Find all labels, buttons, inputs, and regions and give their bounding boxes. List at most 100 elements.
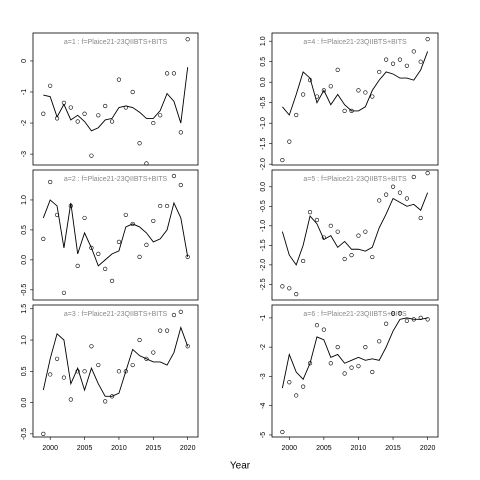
observation-point: [384, 192, 389, 197]
observation-point: [151, 120, 156, 126]
x-tick-label: 2020: [420, 445, 436, 452]
observation-point: [377, 69, 382, 75]
x-tick-label: 2000: [42, 445, 58, 452]
observation-point: [418, 215, 423, 221]
observation-point: [130, 89, 135, 95]
observation-point: [109, 278, 115, 283]
observation-point: [41, 111, 46, 116]
observation-point: [54, 116, 60, 121]
observation-point: [82, 369, 87, 374]
observation-point: [61, 100, 67, 105]
panel-title: a=1 : f=Plaice21-23QIIBTS+BITS: [64, 39, 168, 46]
observation-point: [418, 315, 423, 320]
y-tick-label: -3: [21, 151, 28, 157]
observation-point: [178, 182, 183, 188]
panel-frame: [32, 304, 199, 438]
observation-point: [363, 90, 368, 95]
observation-point: [356, 88, 361, 93]
observation-point: [158, 203, 163, 209]
y-tick-label: 1.0: [21, 335, 28, 345]
x-tick-label: 2010: [111, 445, 127, 452]
observation-point: [164, 203, 170, 209]
observation-point: [68, 203, 73, 209]
observation-point: [301, 384, 306, 389]
y-tick-label: 0.0: [260, 77, 267, 87]
observation-point: [48, 372, 53, 377]
y-tick-label: 0.0: [21, 398, 28, 408]
observation-point: [301, 258, 306, 264]
observation-point: [370, 94, 375, 99]
x-tick-label: 2015: [146, 445, 162, 452]
observation-point: [41, 236, 46, 241]
y-tick-label: 0.0: [21, 255, 28, 265]
y-tick-label: -1.5: [260, 138, 267, 150]
observation-point: [280, 284, 285, 289]
observation-point: [178, 130, 183, 135]
observation-point: [116, 239, 122, 244]
observation-point: [349, 253, 354, 258]
y-tick-label: -1: [21, 89, 28, 95]
observation-point: [68, 105, 73, 110]
observation-point: [54, 212, 60, 218]
y-tick-label: -1: [260, 315, 267, 321]
fit-line: [42, 326, 189, 397]
x-tick-label: 2020: [180, 445, 196, 452]
observation-point: [144, 161, 149, 166]
observation-point: [349, 108, 354, 113]
observation-point: [321, 235, 326, 240]
x-tick-label: 2015: [385, 445, 401, 452]
y-tick-label: 0: [21, 59, 28, 63]
observation-point: [390, 311, 396, 316]
observation-point: [151, 218, 156, 224]
observation-point: [287, 380, 292, 385]
y-tick-label: -2.0: [260, 259, 267, 271]
observation-point: [328, 361, 333, 366]
observation-point: [116, 77, 122, 82]
observation-point: [356, 233, 361, 238]
observation-point: [151, 350, 156, 355]
observation-point: [116, 369, 122, 374]
y-tick-label: 0.5: [21, 225, 28, 235]
observation-point: [185, 37, 190, 42]
observation-point: [425, 171, 430, 176]
observation-point: [130, 221, 135, 227]
y-tick-label: -2: [21, 120, 28, 126]
observation-point: [171, 71, 177, 76]
panel-title: a=3 : f=Plaice21-23QIIBTS+BITS: [64, 311, 168, 318]
observation-point: [314, 94, 320, 99]
observation-point: [342, 256, 347, 262]
observation-point: [307, 361, 313, 366]
y-tick-label: -2.5: [260, 278, 267, 290]
y-tick-label: -0.5: [260, 200, 267, 212]
observation-point: [54, 356, 60, 361]
panel-title: a=4 : f=Plaice21-23QIIBTS+BITS: [303, 39, 407, 46]
observation-point: [144, 242, 149, 247]
panel-title: a=2 : f=Plaice21-23QIIBTS+BITS: [64, 176, 168, 183]
fit-line: [43, 67, 189, 132]
observation-point: [370, 369, 375, 375]
observation-point: [48, 83, 53, 88]
observation-point: [411, 317, 416, 322]
observation-point: [335, 229, 340, 234]
observation-point: [158, 113, 163, 118]
y-tick-label: -0.5: [21, 284, 28, 296]
observation-point: [425, 317, 430, 322]
observation-point: [96, 251, 101, 256]
observation-point: [130, 362, 135, 368]
y-tick-label: -2: [260, 344, 267, 350]
observation-point: [294, 292, 299, 297]
observation-point: [314, 217, 320, 223]
y-tick-label: -5: [260, 432, 267, 438]
y-tick-label: -1.5: [260, 239, 267, 251]
observation-point: [75, 369, 80, 374]
observation-point: [89, 245, 94, 250]
observation-point: [404, 63, 409, 68]
observation-point: [335, 345, 340, 350]
observation-point: [397, 190, 403, 195]
x-tick-label: 2005: [77, 445, 93, 452]
panel-frame: [32, 169, 199, 301]
y-tick-label: -4: [260, 402, 267, 408]
observation-point: [404, 196, 409, 201]
